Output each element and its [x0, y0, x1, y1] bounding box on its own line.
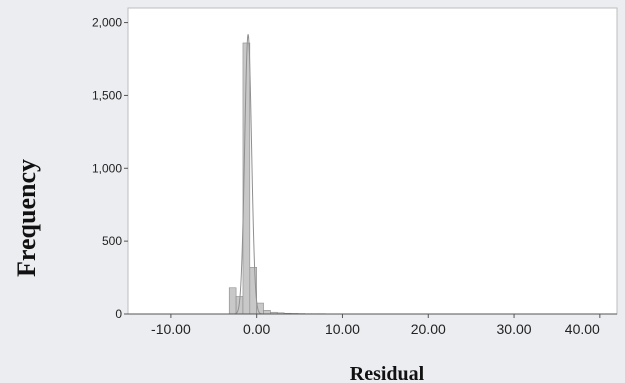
y-tick-label-4: 2,000: [92, 16, 122, 30]
x-axis-label: Residual: [350, 363, 425, 383]
y-tick-label-2: 1,000: [92, 161, 122, 175]
y-axis-label: Frequency: [12, 159, 41, 277]
y-ticks-group: 0 500 1,000 1,500 2,000: [92, 16, 128, 321]
x-tick-label-1: 0.00: [243, 321, 270, 337]
y-tick-label-0: 0: [115, 307, 122, 321]
x-tick-label-2: 10.00: [325, 321, 360, 337]
plot-background: [127, 7, 618, 315]
x-tick-label-3: 20.00: [411, 321, 446, 337]
x-tick-label-5: 40.00: [565, 321, 600, 337]
y-tick-label-1: 500: [102, 234, 122, 248]
x-tick-label-4: 30.00: [497, 321, 532, 337]
histogram-bar-0: [228, 287, 237, 315]
x-ticks-group: -10.00 0.00 10.00 20.00 30.00 40.00: [151, 314, 601, 337]
x-tick-label-0: -10.00: [151, 321, 191, 337]
histogram-bar-5: [263, 310, 271, 315]
y-tick-label-3: 1,500: [92, 88, 122, 102]
